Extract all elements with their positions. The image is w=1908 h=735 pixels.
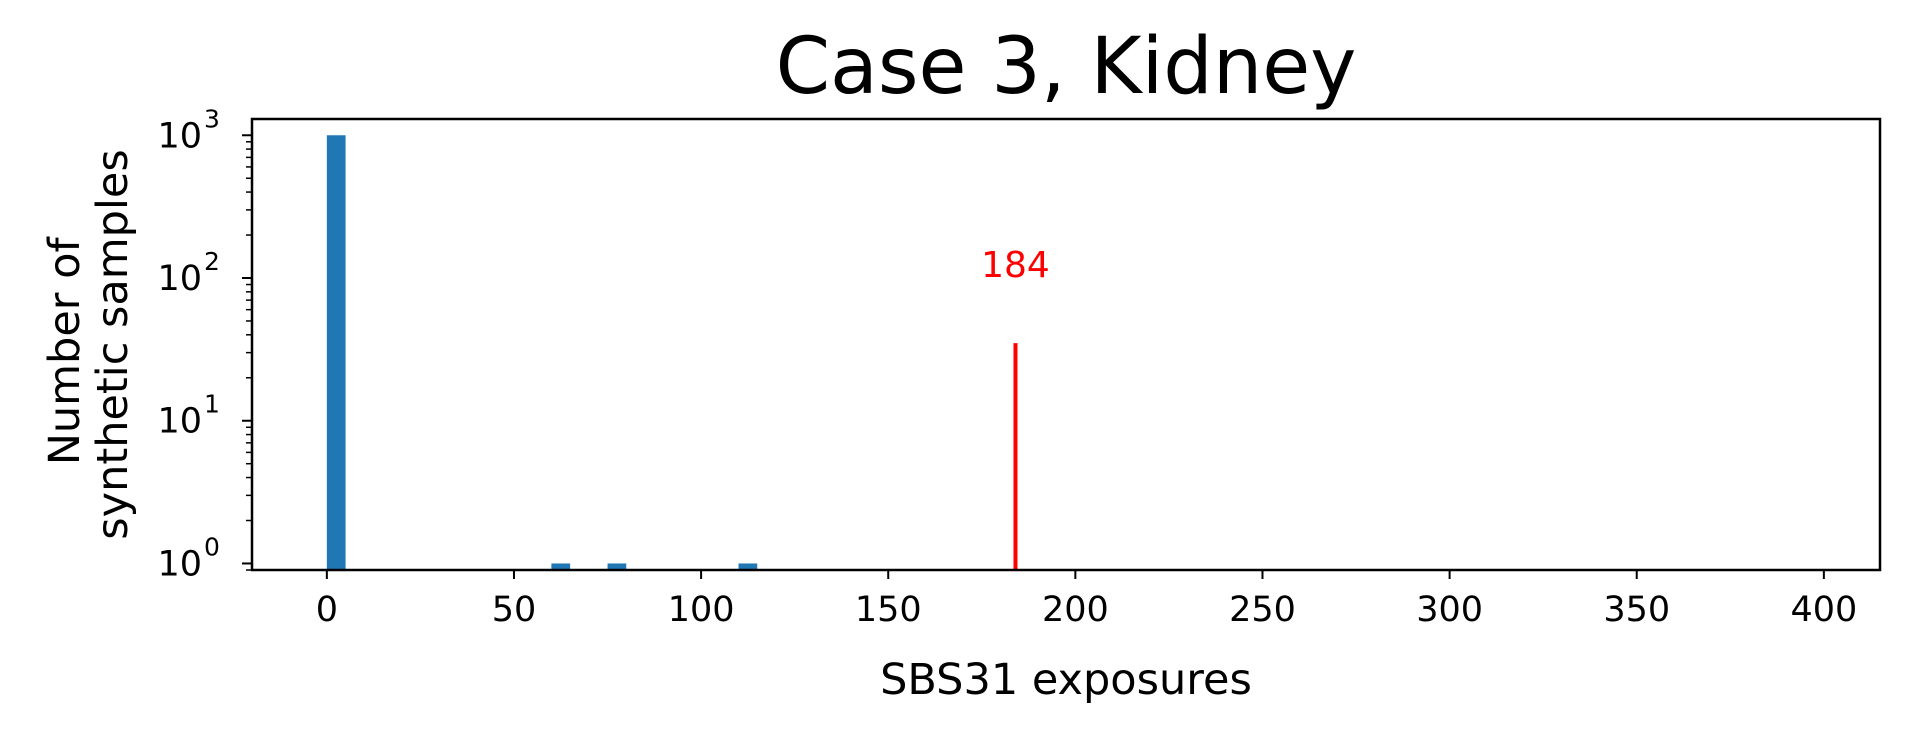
y-tick-label: 10 — [157, 544, 202, 584]
y-tick-label: 10 — [157, 402, 202, 442]
x-axis-label: SBS31 exposures — [880, 655, 1252, 705]
plot-frame — [250, 117, 1882, 572]
reference-line-layer: 184 — [981, 245, 1050, 570]
x-tick-label: 300 — [1416, 590, 1483, 630]
observed-value-label: 184 — [981, 245, 1050, 286]
y-tick-exponent: 0 — [204, 532, 220, 561]
x-tick-label: 350 — [1603, 590, 1670, 630]
y-tick-label: 10 — [157, 259, 202, 299]
x-tick-label: 50 — [492, 590, 537, 630]
histogram-bar — [326, 135, 346, 570]
x-tick-label: 400 — [1790, 590, 1857, 630]
x-tick-label: 100 — [668, 590, 735, 630]
x-tick-label: 200 — [1042, 590, 1109, 630]
y-tick-label: 10 — [157, 116, 202, 156]
y-tick-exponent: 1 — [204, 390, 220, 419]
x-tick-label: 150 — [855, 590, 922, 630]
x-tick-label: 0 — [316, 590, 338, 630]
y-axis-label-line-1: Number of — [40, 237, 90, 466]
x-axis-ticks: 0 50 100 150 200 250 300 350 400 — [316, 570, 1857, 630]
histogram-bar — [738, 563, 758, 570]
bars-layer — [326, 135, 758, 570]
histogram-bar — [551, 563, 571, 570]
x-tick-label: 250 — [1229, 590, 1296, 630]
y-axis-label-line-2: synthetic samples — [88, 149, 138, 540]
chart-title: Case 3, Kidney — [776, 22, 1357, 112]
y-axis-label: Number of synthetic samples — [40, 149, 138, 540]
histogram-bar — [607, 563, 627, 570]
y-tick-exponent: 3 — [204, 104, 220, 133]
y-tick-exponent: 2 — [204, 247, 220, 276]
